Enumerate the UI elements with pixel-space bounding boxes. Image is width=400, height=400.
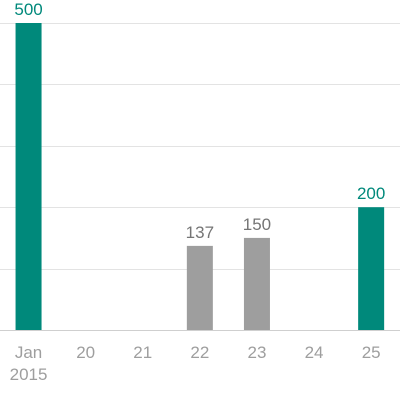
x-tick-label-7: 25: [362, 343, 381, 362]
bar-5: [243, 237, 270, 330]
x-tick-label-4: 22: [190, 343, 209, 362]
data-label-4: 137: [186, 223, 214, 242]
bar-4: [186, 245, 213, 330]
data-label-background: [237, 212, 276, 235]
data-label-background: [352, 182, 391, 205]
data-labels: 500 137 150 200: [9, 0, 391, 243]
data-label-background: [180, 220, 219, 243]
x-tick-label-6: 24: [305, 343, 324, 362]
bar-1: [15, 23, 42, 330]
data-label-7: 200: [357, 184, 385, 203]
data-label-1: 500: [14, 0, 42, 19]
bar-7: [358, 207, 385, 330]
x-tick-label-2: 20: [76, 343, 95, 362]
x-tick-label-1: Jan 2015: [10, 343, 48, 384]
x-tick-labels: Jan 2015 20 21 22 23 24 25: [10, 343, 381, 384]
bars: [15, 23, 385, 330]
data-label-5: 150: [243, 215, 271, 234]
x-tick-label-5: 23: [247, 343, 266, 362]
x-tick-label-3: 21: [133, 343, 152, 362]
data-label-background: [9, 0, 48, 20]
gridlines: [0, 23, 400, 331]
